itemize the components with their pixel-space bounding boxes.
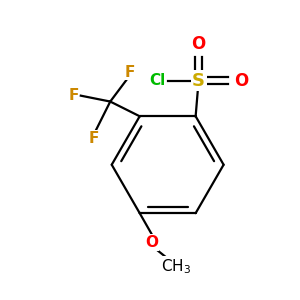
Text: O: O	[191, 35, 206, 53]
Text: O: O	[234, 72, 248, 90]
Text: F: F	[89, 131, 99, 146]
Text: F: F	[68, 88, 79, 103]
Text: O: O	[145, 235, 158, 250]
Text: CH$_3$: CH$_3$	[161, 257, 192, 275]
Text: F: F	[124, 64, 135, 80]
Text: Cl: Cl	[149, 74, 166, 88]
Text: S: S	[192, 72, 205, 90]
